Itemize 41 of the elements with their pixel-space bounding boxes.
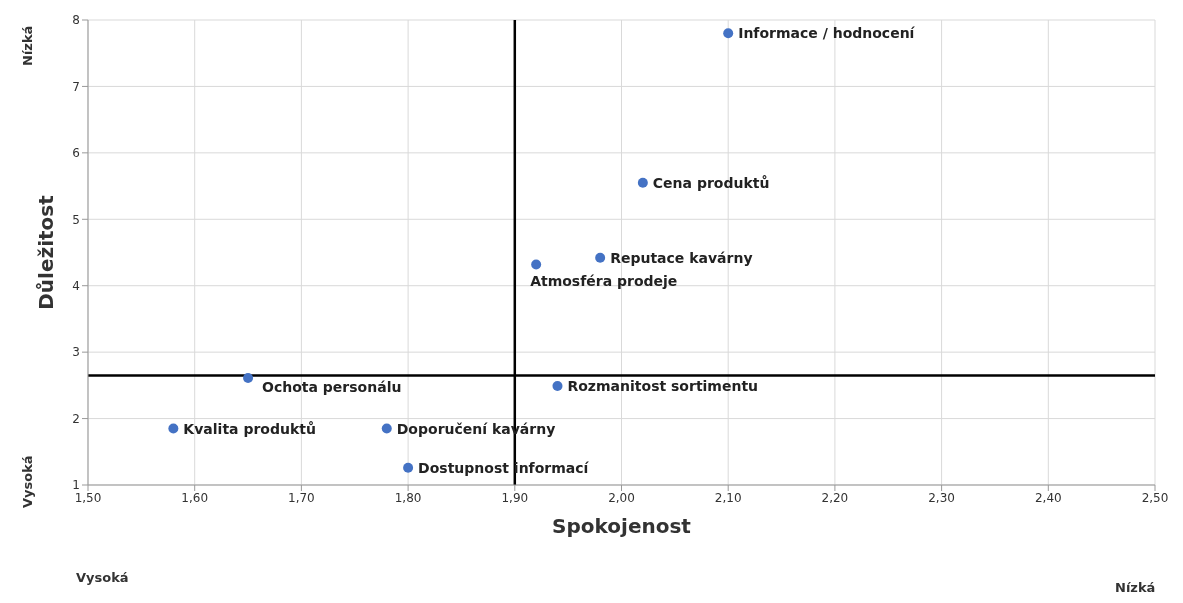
data-label: Cena produktů — [652, 174, 770, 191]
data-label: Reputace kavárny — [610, 249, 753, 266]
text: Vysoká — [20, 455, 35, 508]
point — [637, 177, 648, 188]
y-tick-label: 1 — [72, 478, 80, 493]
y-tick-label: 4 — [72, 278, 80, 293]
x-tick-label: 1,80 — [394, 490, 422, 505]
y-tick-label: 8 — [72, 13, 80, 28]
y-tick-label: 2 — [72, 411, 80, 426]
point — [595, 252, 606, 263]
point — [723, 28, 734, 39]
data-label: Kvalita produktů — [183, 420, 316, 437]
x-tick-label: 2,50 — [1141, 490, 1169, 505]
point — [168, 423, 179, 434]
data-label: Ochota personálu — [262, 379, 402, 396]
data-label: Rozmanitost sortimentu — [567, 378, 759, 395]
y-tick-label: 5 — [72, 212, 80, 227]
point — [531, 259, 542, 270]
y-tick-label: 3 — [72, 345, 80, 360]
point — [381, 423, 392, 434]
x-tick-label: 2,20 — [821, 490, 849, 505]
point — [403, 462, 414, 473]
x-tick-label: 2,30 — [928, 490, 955, 505]
x-tick-label: 1,50 — [74, 490, 102, 505]
x-tick-label: 2,00 — [608, 490, 635, 505]
text: Nízká — [20, 25, 35, 66]
x-tick-label: 1,70 — [288, 490, 315, 505]
data-label: Informace / hodnocení — [738, 25, 916, 42]
point — [243, 373, 254, 384]
y-axis-title: Důležitost — [34, 194, 59, 310]
text: Nízká — [1115, 580, 1156, 595]
x-axis-title: Spokojenost — [552, 514, 692, 538]
y-tick-label: 6 — [72, 146, 80, 161]
y-tick-label: 7 — [72, 79, 80, 94]
text: Vysoká — [76, 570, 129, 585]
x-tick-label: 1,90 — [501, 490, 529, 505]
x-tick-label: 2,10 — [714, 490, 742, 505]
x-tick-label: 2,40 — [1034, 490, 1062, 505]
data-label: Atmosféra prodeje — [530, 273, 678, 290]
x-tick-label: 1,60 — [181, 490, 209, 505]
point — [552, 381, 563, 392]
